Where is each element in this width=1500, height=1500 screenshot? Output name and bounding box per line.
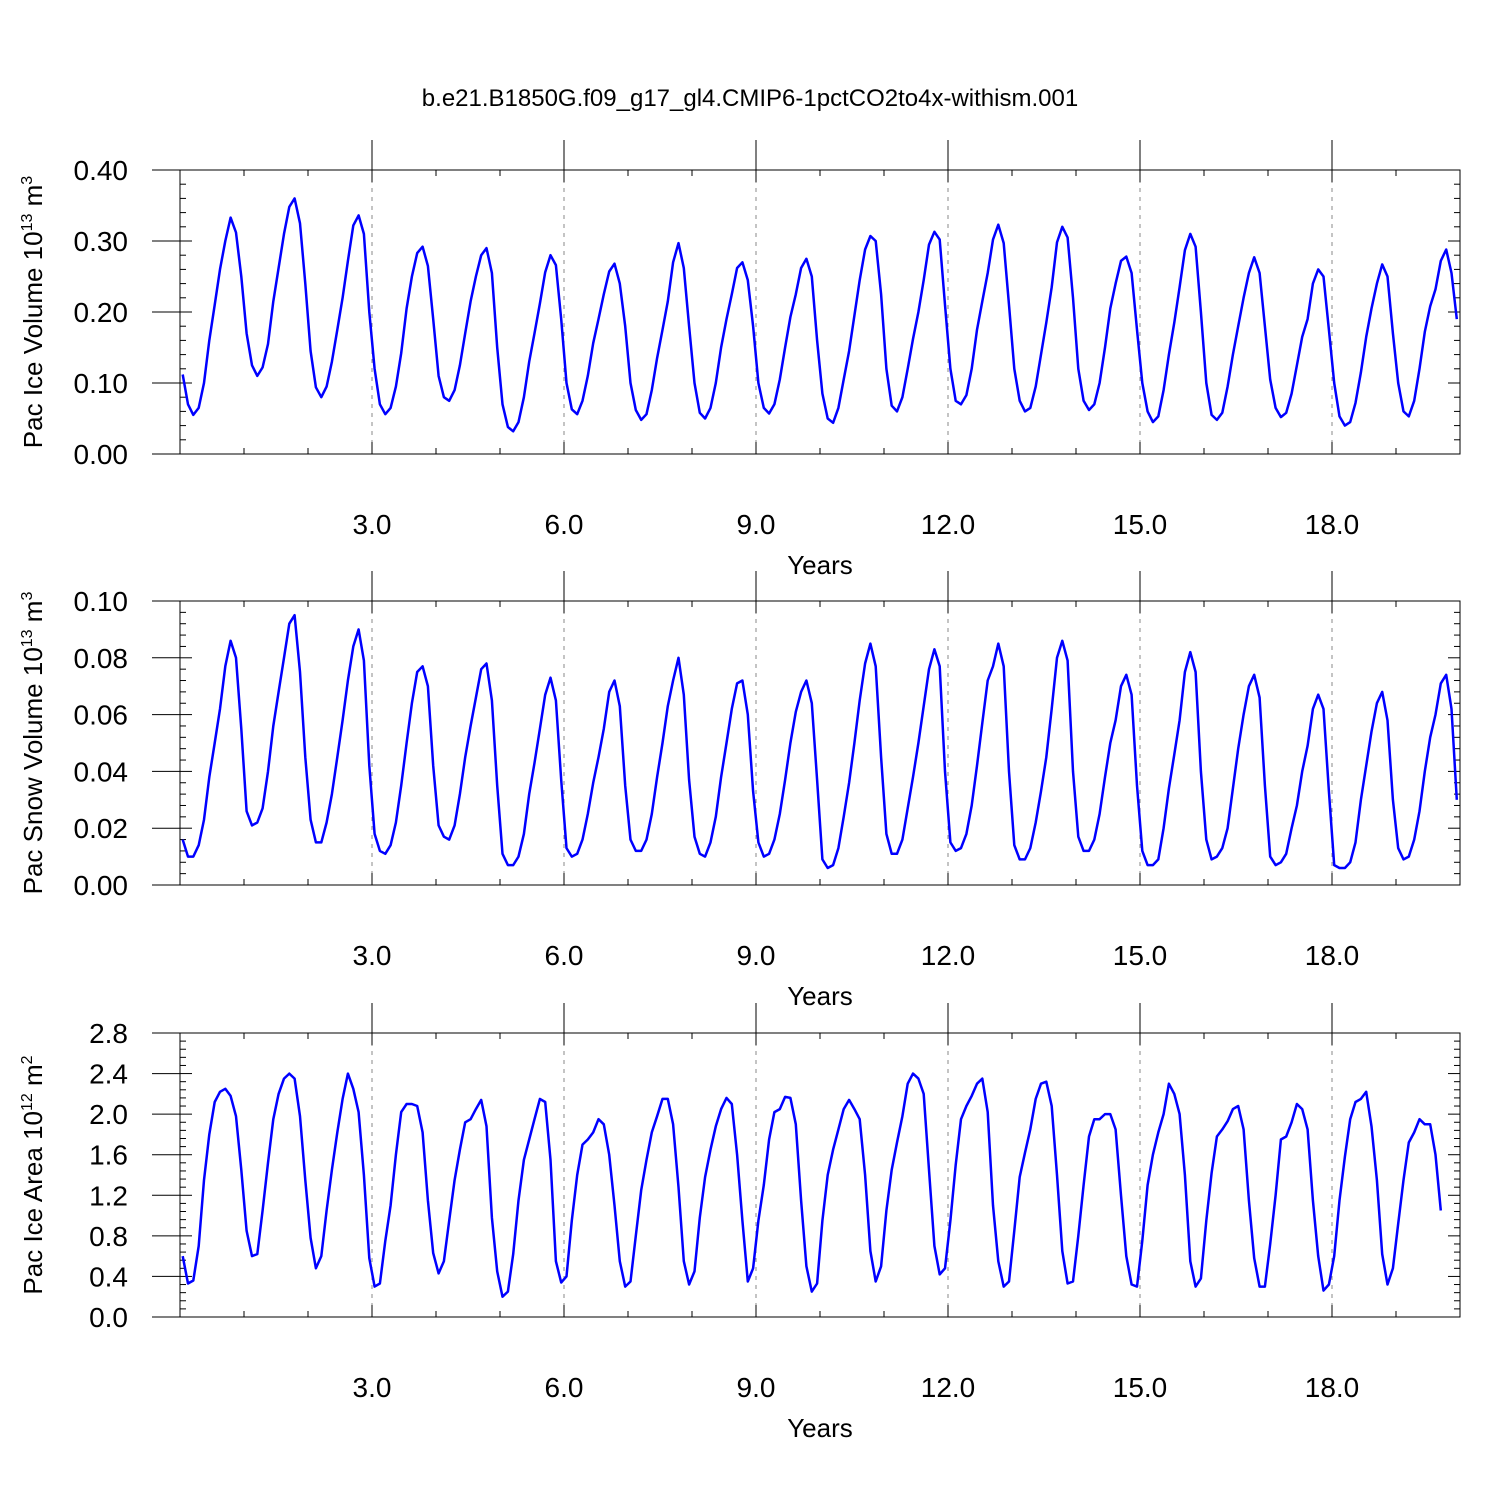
- y-tick-label: 0.4: [89, 1261, 128, 1292]
- x-tick-label: 3.0: [353, 1372, 392, 1403]
- x-axis-title: Years: [787, 550, 853, 580]
- y-tick-label: 0.40: [74, 155, 129, 186]
- x-tick-label: 3.0: [353, 509, 392, 540]
- plot-frame: [179, 169, 1461, 455]
- panel-3: 0.0 0.4 0.8 1.2 1.6 2.0 2.4 2.8 3.0 6.0 9.0 12.0 15.…: [18, 1003, 1461, 1443]
- y-tick-label: 1.6: [89, 1140, 128, 1171]
- y-tick-label: 2.0: [89, 1099, 128, 1130]
- y-tick-label: 0.00: [74, 870, 129, 901]
- panel-1: 0.00 0.10 0.20 0.30 0.40 3.0 6.0 9.0 12.0 15.0 18.…: [18, 140, 1461, 580]
- figure-title: b.e21.B1850G.f09_g17_gl4.CMIP6-1pctCO2to…: [422, 85, 1078, 112]
- x-tick-label: 18.0: [1305, 509, 1360, 540]
- series-line: [181, 613, 1459, 870]
- x-tick-label: 12.0: [921, 940, 976, 971]
- y-tick-label: 0.10: [74, 368, 129, 399]
- x-tick-label: 9.0: [737, 1372, 776, 1403]
- y-tick-label: 0.00: [74, 439, 129, 470]
- x-tick-label: 6.0: [545, 1372, 584, 1403]
- y-tick-label: 0.02: [74, 813, 129, 844]
- x-tick-label: 9.0: [737, 509, 776, 540]
- y-tick-label: 0.08: [74, 643, 129, 674]
- x-tick-label: 18.0: [1305, 940, 1360, 971]
- x-axis-title: Years: [787, 981, 853, 1011]
- panel-2: 0.00 0.02 0.04 0.06 0.08 0.10 3.0 6.0 9.0 12.0 15.…: [18, 571, 1461, 1011]
- y-tick-label: 0.20: [74, 297, 129, 328]
- y-axis-title: Pac Snow Volume 1013 m3: [18, 592, 48, 895]
- x-tick-label: 12.0: [921, 1372, 976, 1403]
- y-tick-label: 2.4: [89, 1059, 128, 1090]
- series-line: [181, 1072, 1443, 1298]
- y-tick-label: 0.06: [74, 700, 129, 731]
- y-tick-label: 0.0: [89, 1302, 128, 1333]
- x-tick-label: 15.0: [1113, 1372, 1168, 1403]
- x-tick-label: 9.0: [737, 940, 776, 971]
- y-axis-title: Pac Ice Volume 1013 m3: [18, 176, 48, 449]
- y-tick-label: 0.30: [74, 226, 129, 257]
- x-tick-label: 18.0: [1305, 1372, 1360, 1403]
- y-tick-label: 2.8: [89, 1018, 128, 1049]
- panels: 0.00 0.10 0.20 0.30 0.40 3.0 6.0 9.0 12.0 15.0 18.…: [18, 140, 1461, 1443]
- series-line: [181, 197, 1459, 433]
- x-tick-label: 15.0: [1113, 940, 1168, 971]
- x-tick-label: 6.0: [545, 940, 584, 971]
- x-tick-label: 3.0: [353, 940, 392, 971]
- x-tick-label: 12.0: [921, 509, 976, 540]
- y-tick-label: 0.8: [89, 1221, 128, 1252]
- x-tick-label: 15.0: [1113, 509, 1168, 540]
- y-tick-label: 0.10: [74, 586, 129, 617]
- x-tick-label: 6.0: [545, 509, 584, 540]
- y-axis-title: Pac Ice Area 1012 m2: [18, 1055, 48, 1294]
- y-tick-label: 1.2: [89, 1180, 128, 1211]
- x-axis-title: Years: [787, 1413, 853, 1443]
- y-tick-label: 0.04: [74, 756, 129, 787]
